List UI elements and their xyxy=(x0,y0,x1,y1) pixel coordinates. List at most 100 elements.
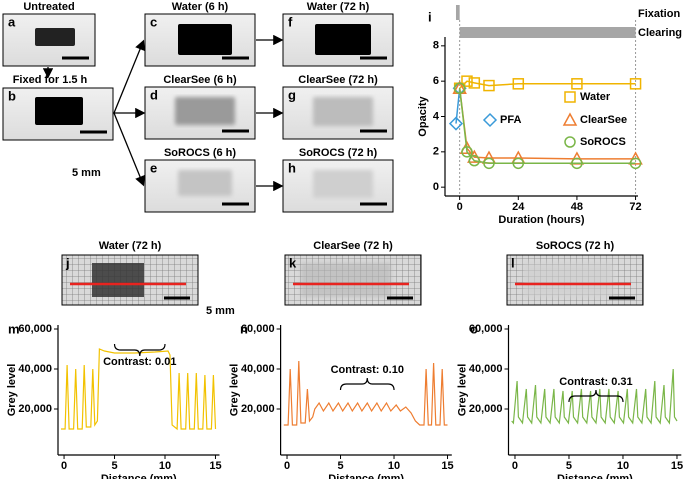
panel-letter: l xyxy=(511,255,515,270)
contrast-label: Contrast: 0.01 xyxy=(103,356,176,368)
chart-letter: m xyxy=(8,321,20,336)
contrast-label: Contrast: 0.10 xyxy=(331,364,404,376)
panel-label: ClearSee (72 h) xyxy=(298,74,378,86)
specimen xyxy=(92,263,144,297)
panel-label: Untreated xyxy=(23,1,74,13)
y-tick-label: 0 xyxy=(433,181,439,193)
band xyxy=(459,27,636,38)
legend-marker xyxy=(482,112,498,128)
y-tick-label: 20,000 xyxy=(469,403,503,415)
y-axis-label: Grey level xyxy=(229,364,241,417)
contrast-brace xyxy=(339,377,395,391)
marker xyxy=(461,75,473,87)
x-tick-label: 5 xyxy=(566,460,572,472)
x-tick-label: 15 xyxy=(671,460,683,472)
contrast-brace xyxy=(113,343,166,357)
panel-letter: d xyxy=(150,87,158,102)
panel-letter: f xyxy=(288,14,293,29)
arrows xyxy=(42,34,284,192)
scale-label: 5 mm xyxy=(206,305,235,317)
x-tick-label: 5 xyxy=(337,460,343,472)
panel-letter: g xyxy=(288,87,296,102)
panel-letter: c xyxy=(150,14,157,29)
x-tick-label: 0 xyxy=(61,460,67,472)
x-tick-label: 15 xyxy=(209,460,221,472)
marker xyxy=(453,82,466,94)
legend-label: Water xyxy=(580,91,611,103)
y-tick-label: 20,000 xyxy=(241,403,275,415)
panel-label: ClearSee (72 h) xyxy=(313,240,393,252)
y-tick-label: 6 xyxy=(433,75,439,87)
marker xyxy=(629,78,642,90)
y-tick-label: 2 xyxy=(433,146,439,158)
x-tick-label: 72 xyxy=(629,201,641,213)
marker xyxy=(483,157,495,170)
specimen xyxy=(313,97,373,126)
series-line xyxy=(61,348,217,431)
y-tick-label: 20,000 xyxy=(18,403,52,415)
marker xyxy=(571,78,583,90)
panel-label: Water (6 h) xyxy=(172,1,229,13)
contrast-label: Contrast: 0.31 xyxy=(559,376,632,388)
legend-marker xyxy=(564,91,576,103)
x-tick-label: 10 xyxy=(388,460,400,472)
legend-label: ClearSee xyxy=(580,114,627,126)
specimen xyxy=(35,97,83,125)
y-tick-label: 4 xyxy=(433,110,440,122)
marker xyxy=(512,157,525,170)
panel-label: SoROCS (72 h) xyxy=(536,240,615,252)
marker xyxy=(468,154,481,167)
legend-label: PFA xyxy=(500,114,521,126)
specimen xyxy=(315,24,371,55)
panel-label: SoROCS (72 h) xyxy=(299,147,378,159)
y-tick-label: 8 xyxy=(433,40,439,52)
marker xyxy=(571,157,583,170)
series-line xyxy=(511,368,678,425)
y-tick-label: 40,000 xyxy=(469,363,503,375)
x-tick-label: 0 xyxy=(284,460,290,472)
series-line xyxy=(283,360,448,426)
panel-letter: b xyxy=(8,88,16,103)
y-tick-label: 60,000 xyxy=(241,323,275,335)
panel-letter: k xyxy=(289,255,297,270)
marker xyxy=(468,77,481,89)
chart-letter: o xyxy=(470,321,478,336)
series-line xyxy=(458,88,636,165)
x-tick-label: 10 xyxy=(159,460,171,472)
chart-letter: n xyxy=(240,321,248,336)
panel-label: ClearSee (6 h) xyxy=(163,74,237,86)
panel-letter: a xyxy=(8,14,16,29)
panel-letter: e xyxy=(150,160,157,175)
x-tick-label: 10 xyxy=(617,460,629,472)
y-axis-label: Grey level xyxy=(456,364,468,417)
contrast-brace xyxy=(568,389,624,403)
specimen xyxy=(178,170,232,196)
legend-label: SoROCS xyxy=(580,136,626,148)
panel-label: Water (72 h) xyxy=(307,1,370,13)
specimen xyxy=(35,28,75,46)
y-tick-label: 40,000 xyxy=(18,363,52,375)
band-label: Fixation xyxy=(638,8,680,20)
y-tick-label: 40,000 xyxy=(241,363,275,375)
y-tick-label: 60,000 xyxy=(469,323,503,335)
marker xyxy=(512,78,525,90)
legend-marker xyxy=(562,112,578,126)
panel-letter: h xyxy=(288,160,296,175)
x-tick-label: 0 xyxy=(457,201,463,213)
specimen xyxy=(178,24,232,55)
panel-label: SoROCS (6 h) xyxy=(164,147,236,159)
marker xyxy=(448,116,464,131)
specimen xyxy=(313,170,373,198)
y-tick-label: 60,000 xyxy=(18,323,52,335)
x-tick-label: 24 xyxy=(512,201,525,213)
y-axis-label: Opacity xyxy=(417,95,429,136)
x-axis-label: Distance (mm) xyxy=(101,473,177,479)
panel-label: Water (72 h) xyxy=(99,240,162,252)
y-axis-label: Grey level xyxy=(6,364,18,417)
x-axis-label: Duration (hours) xyxy=(498,214,584,226)
marker xyxy=(629,157,642,170)
x-axis-label: Distance (mm) xyxy=(557,473,633,479)
legend-marker xyxy=(564,136,576,148)
x-axis-label: Distance (mm) xyxy=(328,473,404,479)
